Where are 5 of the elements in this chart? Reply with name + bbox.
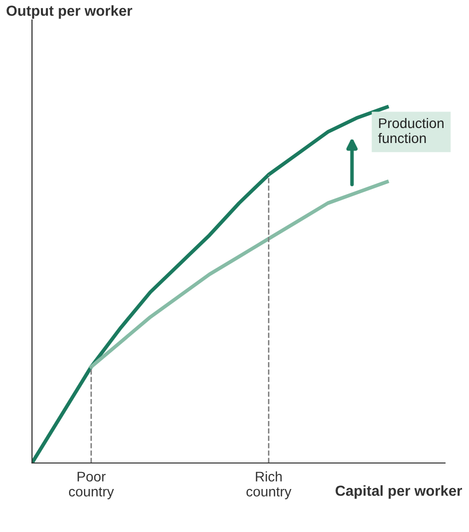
text: Output per worker [6, 5, 132, 19]
x-tick-label: Poor country [68, 472, 114, 500]
annotation: Production function [378, 118, 444, 144]
x-axis-title: Capital per worker [336, 485, 462, 499]
x-tick-label: Rich country [246, 471, 292, 500]
